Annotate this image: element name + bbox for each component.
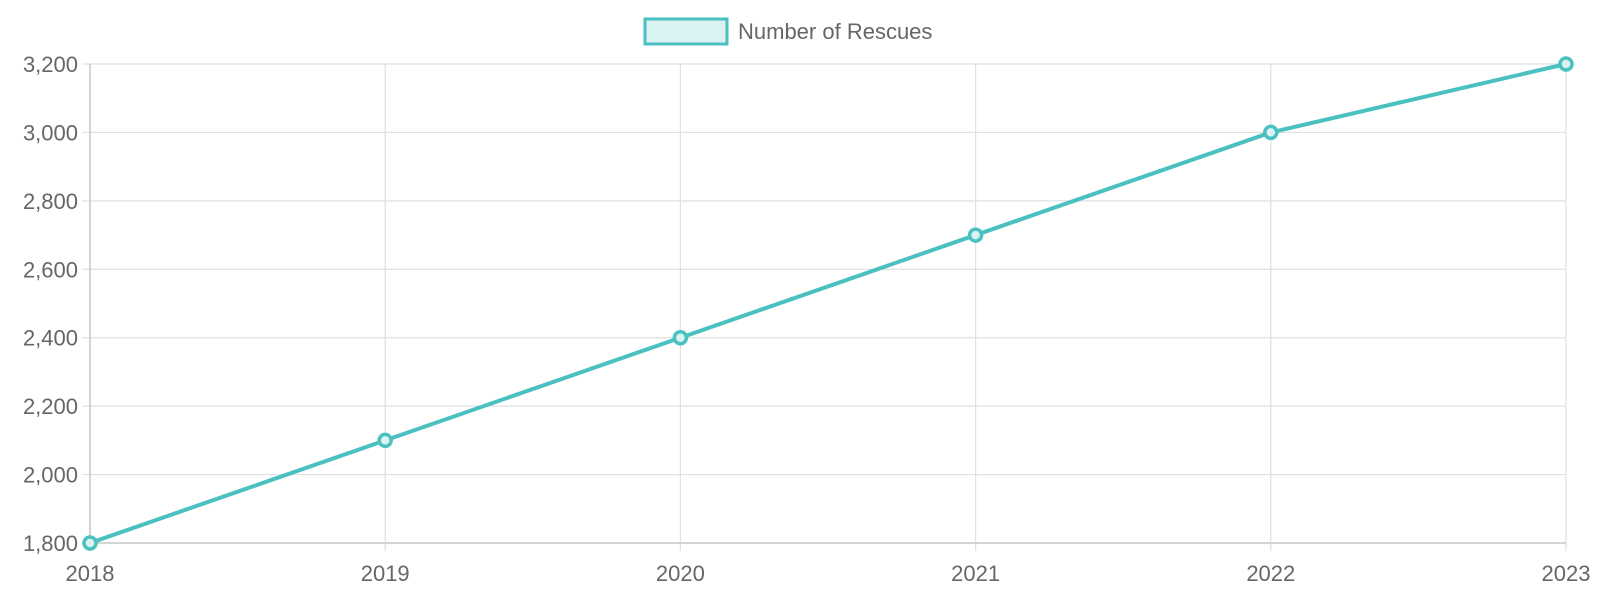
legend[interactable]: Number of Rescues [643, 17, 932, 46]
data-point[interactable] [1558, 56, 1574, 72]
x-axis-ticks: 2018 2019 2020 2021 2022 2023 [66, 561, 1591, 586]
y-tick-label: 2,000 [23, 463, 78, 488]
y-axis-ticks: 1,800 2,000 2,200 2,400 2,600 2,800 3,000 3,200 [23, 52, 78, 556]
y-tick-label: 1,800 [23, 531, 78, 556]
x-tick-label: 2021 [951, 561, 1000, 586]
data-point[interactable] [377, 432, 393, 449]
y-tick-label: 3,200 [23, 52, 78, 77]
y-tick-label: 3,000 [23, 120, 78, 145]
axes [89, 64, 1566, 544]
legend-swatch[interactable] [643, 17, 729, 46]
y-tick-label: 2,400 [23, 326, 78, 351]
grid [82, 63, 1567, 551]
data-point[interactable] [672, 329, 689, 346]
data-point[interactable] [967, 227, 984, 243]
x-tick-label: 2022 [1246, 561, 1295, 586]
x-tick-label: 2018 [66, 561, 115, 586]
data-point[interactable] [82, 535, 98, 551]
y-tick-label: 2,600 [23, 257, 78, 282]
series [82, 56, 1574, 551]
y-tick-label: 2,800 [23, 189, 78, 214]
legend-label[interactable]: Number of Rescues [738, 19, 932, 44]
x-tick-label: 2020 [656, 561, 705, 586]
series-line [88, 62, 1568, 545]
y-tick-label: 2,200 [23, 394, 78, 419]
data-point[interactable] [1263, 124, 1279, 141]
x-tick-label: 2023 [1542, 561, 1591, 586]
x-tick-label: 2019 [361, 561, 410, 586]
